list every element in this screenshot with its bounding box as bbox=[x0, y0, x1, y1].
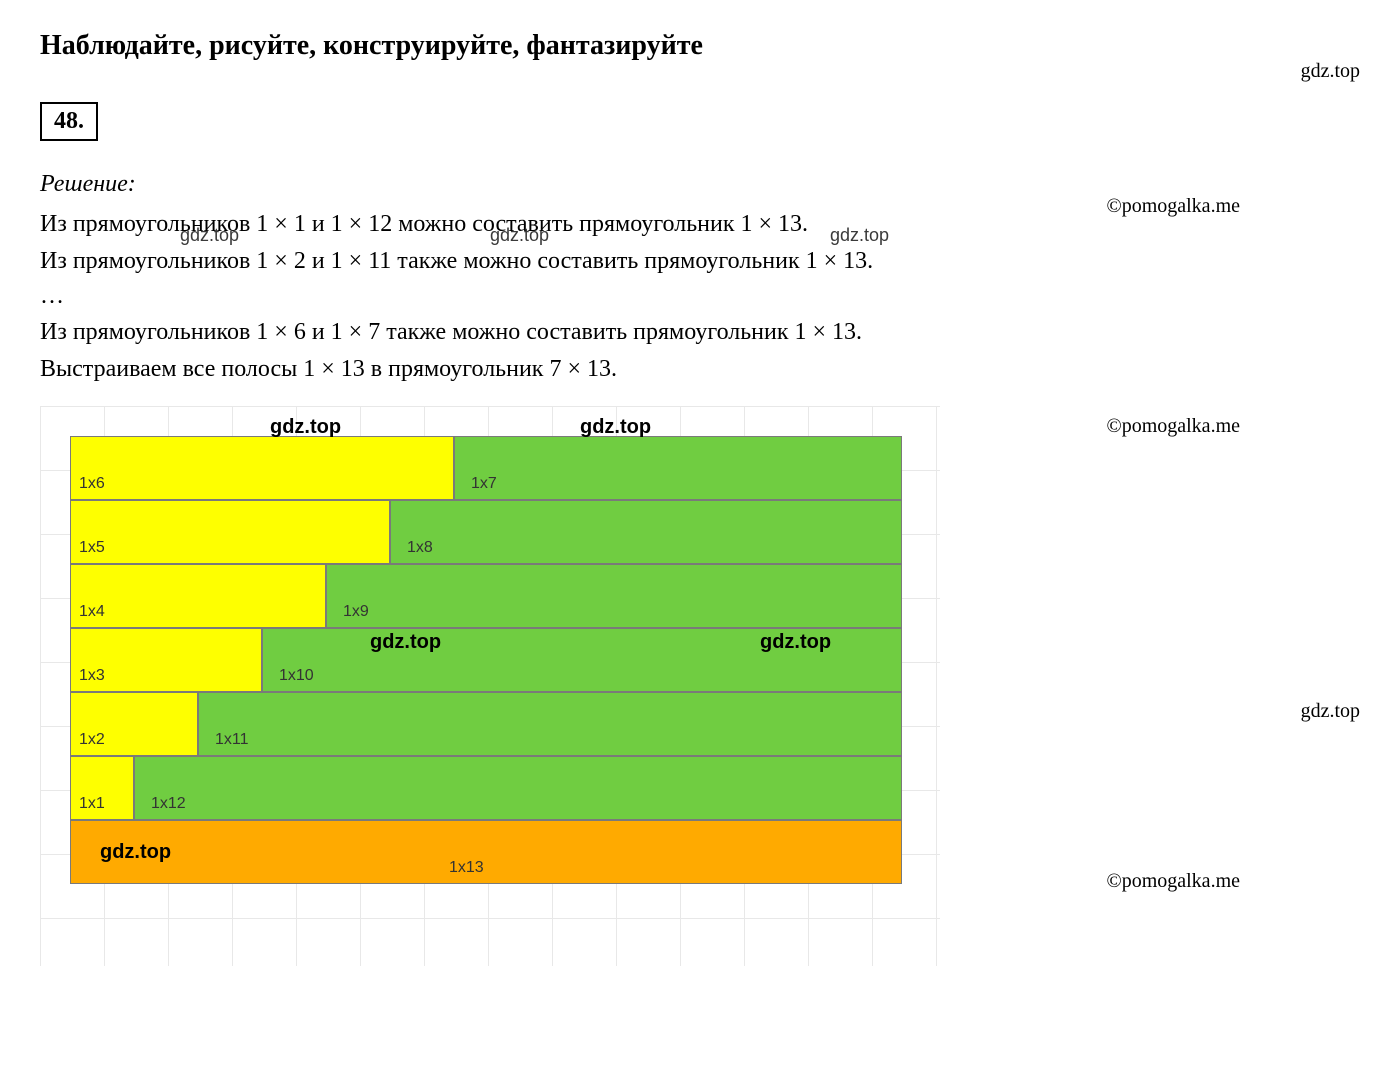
rect-1x3: 1x3 bbox=[70, 628, 262, 692]
watermark-gdz-d1: gdz.top bbox=[270, 416, 341, 439]
solution-label: Решение: bbox=[40, 171, 1360, 198]
page-heading: Наблюдайте, рисуйте, конструируйте, фант… bbox=[40, 30, 1360, 62]
copyright-1: ©pomogalka.me bbox=[1107, 195, 1241, 218]
rect-label: 1x11 bbox=[215, 731, 249, 749]
rect-1x13: 1x13 bbox=[70, 820, 902, 884]
rect-1x2: 1x2 bbox=[70, 692, 198, 756]
problem-number-box: 48. bbox=[40, 102, 98, 141]
solution-line-4: Выстраиваем все полосы 1 × 13 в прямоуго… bbox=[40, 351, 1360, 388]
diagram-row: 1x1 1x12 bbox=[70, 756, 940, 820]
rect-label: 1x9 bbox=[343, 603, 369, 621]
watermark-gdz-2: gdz.top bbox=[180, 225, 239, 246]
rect-label: 1x10 bbox=[279, 667, 314, 685]
rect-1x4: 1x4 bbox=[70, 564, 326, 628]
solution-ellipsis: … bbox=[40, 280, 1360, 314]
rect-1x5: 1x5 bbox=[70, 500, 390, 564]
rect-label: 1x1 bbox=[79, 795, 105, 813]
rect-label: 1x4 bbox=[79, 603, 105, 621]
rect-label: 1x8 bbox=[407, 539, 433, 557]
diagram-row: 1x13 bbox=[70, 820, 940, 884]
watermark-gdz-d2: gdz.top bbox=[580, 416, 651, 439]
rect-1x6: 1x6 bbox=[70, 436, 454, 500]
watermark-gdz-d4: gdz.top bbox=[760, 631, 831, 654]
solution-line-2: Из прямоугольников 1 × 2 и 1 × 11 также … bbox=[40, 243, 1360, 280]
rect-label: 1x13 bbox=[449, 859, 484, 877]
rect-1x7: 1x7 bbox=[454, 436, 902, 500]
rect-label: 1x5 bbox=[79, 539, 105, 557]
copyright-3: ©pomogalka.me bbox=[1107, 870, 1241, 893]
diagram-rows: gdz.top gdz.top gdz.top gdz.top gdz.top … bbox=[40, 406, 940, 884]
copyright-2: ©pomogalka.me bbox=[1107, 415, 1241, 438]
rect-label: 1x6 bbox=[79, 475, 105, 493]
watermark-gdz: gdz.top bbox=[1301, 60, 1360, 83]
rect-1x11: 1x11 bbox=[198, 692, 902, 756]
diagram-row: 1x4 1x9 bbox=[70, 564, 940, 628]
rect-1x12: 1x12 bbox=[134, 756, 902, 820]
rect-label: 1x7 bbox=[471, 475, 497, 493]
rect-label: 1x12 bbox=[151, 795, 186, 813]
diagram-row: 1x5 1x8 bbox=[70, 500, 940, 564]
rect-1x9: 1x9 bbox=[326, 564, 902, 628]
rect-label: 1x2 bbox=[79, 731, 105, 749]
watermark-gdz-3: gdz.top bbox=[490, 225, 549, 246]
watermark-gdz-d3: gdz.top bbox=[370, 631, 441, 654]
rect-label: 1x3 bbox=[79, 667, 105, 685]
diagram-row: 1x2 1x11 bbox=[70, 692, 940, 756]
diagram-row: 1x6 1x7 bbox=[70, 436, 940, 500]
rect-1x1: 1x1 bbox=[70, 756, 134, 820]
watermark-gdz-6: gdz.top bbox=[1301, 700, 1360, 723]
solution-line-3: Из прямоугольников 1 × 6 и 1 × 7 также м… bbox=[40, 314, 1360, 351]
rect-1x8: 1x8 bbox=[390, 500, 902, 564]
diagram: gdz.top gdz.top gdz.top gdz.top gdz.top … bbox=[40, 406, 940, 884]
watermark-gdz-d5: gdz.top bbox=[100, 841, 171, 864]
watermark-gdz-4: gdz.top bbox=[830, 225, 889, 246]
